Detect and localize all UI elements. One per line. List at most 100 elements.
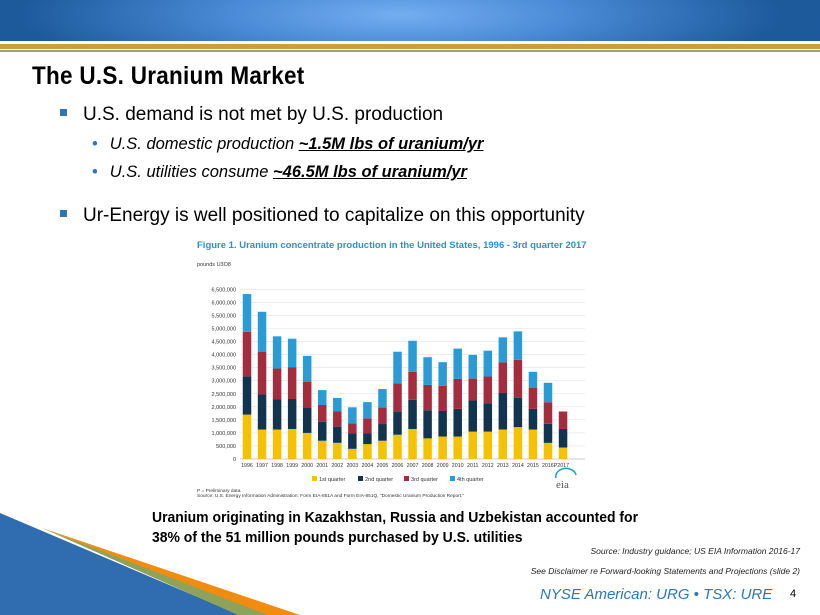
y-axis-label: pounds U3O8 [197,262,231,268]
bar-2007-q3 [408,371,417,400]
bar-1998-q2 [272,399,282,430]
bar-2008-q1 [423,438,432,459]
bar-2009-q1 [438,436,447,459]
bar-1997-q3 [257,351,267,395]
bar-2012-q1 [483,431,493,459]
bar-2003-q4 [348,407,357,424]
legend-label-q2: 2nd quarter [365,477,393,483]
bar-2015-q3 [528,388,538,409]
bar-1999-q2 [287,398,297,429]
bar-2006-q4 [393,351,402,384]
legend-swatch-q4 [450,476,455,481]
bar-2009-q3 [438,385,447,411]
page-number: 4 [790,588,797,600]
bar-2000-q3 [302,382,312,408]
y-tick-label: 4,500,000 [212,340,236,346]
x-tick-label: 2011 [467,463,478,469]
y-tick-label: 5,500,000 [212,313,236,319]
bar-1996-q3 [242,331,252,377]
green-rule [0,50,820,52]
footer-blue-wedge [0,513,240,615]
callout-text: Uranium originating in Kazakhstan, Russi… [152,508,638,548]
x-tick-label: 1997 [256,463,268,469]
bar-2003-q1 [348,448,357,459]
bar-2003-q3 [348,423,357,434]
y-tick-label: 6,000,000 [212,300,236,306]
dot-bullet-icon: • [92,135,98,153]
bar-2000-q1 [302,432,312,459]
x-tick-label: 1998 [271,463,283,469]
slide-title: The U.S. Uranium Market [32,62,305,90]
bar-2013-q1 [498,429,508,459]
bar-2008-q3 [423,384,432,411]
bar-2000-q4 [302,355,312,383]
bar-2013-q2 [498,392,508,430]
eia-logo: eia [555,467,577,491]
dot-bullet-icon: • [92,163,98,181]
callout-line-2: 38% of the 51 million pounds purchased b… [152,529,523,546]
y-tick-label: 2,500,000 [212,392,236,398]
y-tick-label: 2,000,000 [212,405,236,411]
bar-2001-q1 [318,440,327,459]
bar-1999-q4 [287,338,297,368]
bar-1997-q1 [257,429,267,459]
bar-2006-q1 [393,434,402,459]
x-tick-label: 2013 [497,463,509,469]
bar-2012-q3 [483,376,493,404]
x-tick-label: 2003 [346,463,358,469]
bar-2004-q1 [363,444,372,459]
x-tick-label: 2004 [362,463,374,469]
y-tick-label: 1,000,000 [212,431,236,437]
y-tick-label: 5,000,000 [212,327,236,333]
bar-2013-q4 [498,337,508,363]
bar-1998-q4 [272,336,282,369]
y-tick-label: 1,500,000 [212,418,236,424]
bar-2011-q4 [468,354,477,379]
x-tick-label: 1996 [241,463,253,469]
legend-swatch-q2 [358,476,363,481]
bar-2017P-q2 [558,428,568,448]
bar-1999-q3 [287,367,297,399]
x-tick-label: 2006 [392,463,404,469]
legend-swatch-q3 [404,476,409,481]
bar-2016P-q2 [543,423,553,443]
bullet-ur-energy: Ur-Energy is well positioned to capitali… [60,205,585,227]
bar-2005-q4 [378,389,387,408]
bar-2017P-q1 [558,447,568,459]
bar-2002-q1 [333,442,342,459]
bar-1996-q2 [242,376,252,415]
bar-2008-q4 [423,357,432,385]
square-bullet-icon [60,210,67,217]
bullet-demand: U.S. demand is not met by U.S. productio… [60,104,443,126]
production-figure: ~1.5M lbs of uranium/yr [298,135,484,153]
bar-2009-q4 [438,362,447,386]
bar-2014-q4 [513,331,523,360]
x-tick-label: 2000 [301,463,313,469]
bar-2010-q1 [453,436,462,459]
bar-2005-q2 [378,424,387,441]
bar-2002-q3 [333,411,342,427]
source-note: Source: Industry guidance; US EIA Inform… [590,546,800,556]
bar-2002-q4 [333,397,342,412]
bar-2014-q1 [513,427,523,459]
x-tick-label: 2012 [482,463,494,469]
bar-2010-q3 [453,378,462,409]
disclaimer-note: See Disclaimer re Forward-looking Statem… [530,566,800,576]
bar-1998-q1 [272,429,282,459]
footer-orange-wedge [42,528,300,615]
bar-2001-q3 [318,404,327,422]
legend-label-q1: 1st quarter [319,477,345,483]
bar-2000-q2 [302,407,312,433]
x-tick-label: 2002 [331,463,343,469]
bullet-text: Ur-Energy is well positioned to capitali… [83,205,585,226]
bar-2016P-q4 [543,382,553,403]
x-tick-label: 1999 [286,463,298,469]
bar-2008-q2 [423,410,432,439]
sub-bullet-consumption: • U.S. utilities consume ~46.5M lbs of ur… [92,163,467,182]
y-tick-label: 3,500,000 [212,366,236,372]
header-band [0,0,820,41]
bar-2004-q4 [363,402,372,419]
sub-bullet-text: U.S. utilities consume [109,163,274,181]
bar-2011-q3 [468,378,477,401]
